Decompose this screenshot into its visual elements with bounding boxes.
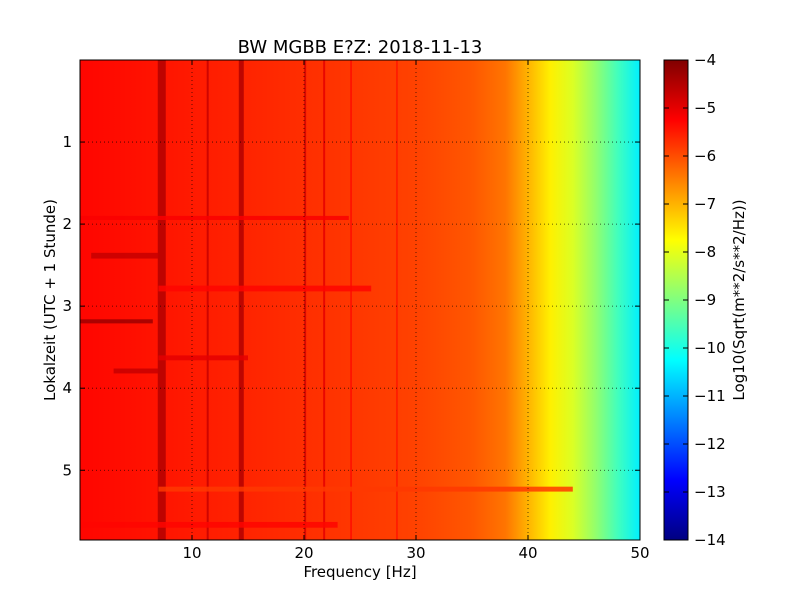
colorbar-tick-label: −4	[694, 51, 716, 69]
colorbar-tick-label: −14	[694, 531, 726, 549]
spectral-line	[304, 60, 307, 540]
x-axis-label: Frequency [Hz]	[303, 563, 416, 581]
colorbar-tick-label: −13	[694, 483, 726, 501]
x-tick-label: 30	[406, 544, 425, 562]
colorbar-tick-label: −12	[694, 435, 726, 453]
plot-frame	[79, 59, 641, 541]
horizontal-band	[158, 285, 372, 292]
spectral-line	[396, 60, 398, 540]
colorbar-tick-label: −6	[694, 147, 716, 165]
x-axis-ticks: 10 20 30 40 50	[182, 60, 650, 562]
spectral-line	[238, 60, 244, 540]
spectral-line	[350, 60, 352, 540]
colorbar-tick-label: −9	[694, 291, 716, 309]
x-tick-label: 20	[294, 544, 313, 562]
spectral-line	[206, 60, 209, 540]
y-tick-label: 4	[62, 379, 72, 397]
y-axis-ticks: 1 2 3 4 5	[62, 133, 640, 479]
spectral-line	[157, 60, 166, 540]
colorbar: −4 −5 −6 −7 −8 −9 −10 −11 −12 −13 −14 Log10(Sqrt(m…	[663, 51, 748, 549]
y-tick-label: 5	[62, 461, 72, 479]
colorbar-tick-label: −10	[694, 339, 726, 357]
horizontal-band	[158, 355, 248, 361]
colorbar-tick-label: −11	[694, 387, 726, 405]
colorbar-tick-label: −7	[694, 195, 716, 213]
colorbar-tick-label: −5	[694, 99, 716, 117]
colorbar-label: Log10(Sqrt(m**2/s**2/Hz))	[730, 199, 748, 400]
spectral-line	[323, 60, 326, 540]
x-tick-label: 40	[518, 544, 537, 562]
horizontal-band	[80, 521, 338, 528]
y-tick-label: 1	[62, 133, 72, 151]
x-tick-label: 50	[630, 544, 649, 562]
horizontal-band	[80, 319, 153, 324]
grid-lines	[80, 60, 640, 540]
horizontal-band	[158, 486, 573, 492]
horizontal-band	[113, 368, 159, 374]
horizontal-band	[80, 215, 349, 220]
x-tick-label: 10	[182, 544, 201, 562]
heatmap-background	[80, 60, 640, 540]
heatmap-plot-area	[80, 60, 640, 540]
y-tick-label: 3	[62, 297, 72, 315]
horizontal-band	[91, 252, 159, 259]
colorbar-ticks: −4 −5 −6 −7 −8 −9 −10 −11 −12 −13 −14	[664, 51, 726, 549]
y-tick-label: 2	[62, 215, 72, 233]
colorbar-tick-label: −8	[694, 243, 716, 261]
spectral-lines	[157, 60, 398, 540]
chart-title: BW MGBB E?Z: 2018-11-13	[238, 37, 483, 58]
horizontal-bands	[80, 215, 573, 528]
y-axis-label: Lokalzeit (UTC + 1 Stunde)	[41, 199, 59, 401]
